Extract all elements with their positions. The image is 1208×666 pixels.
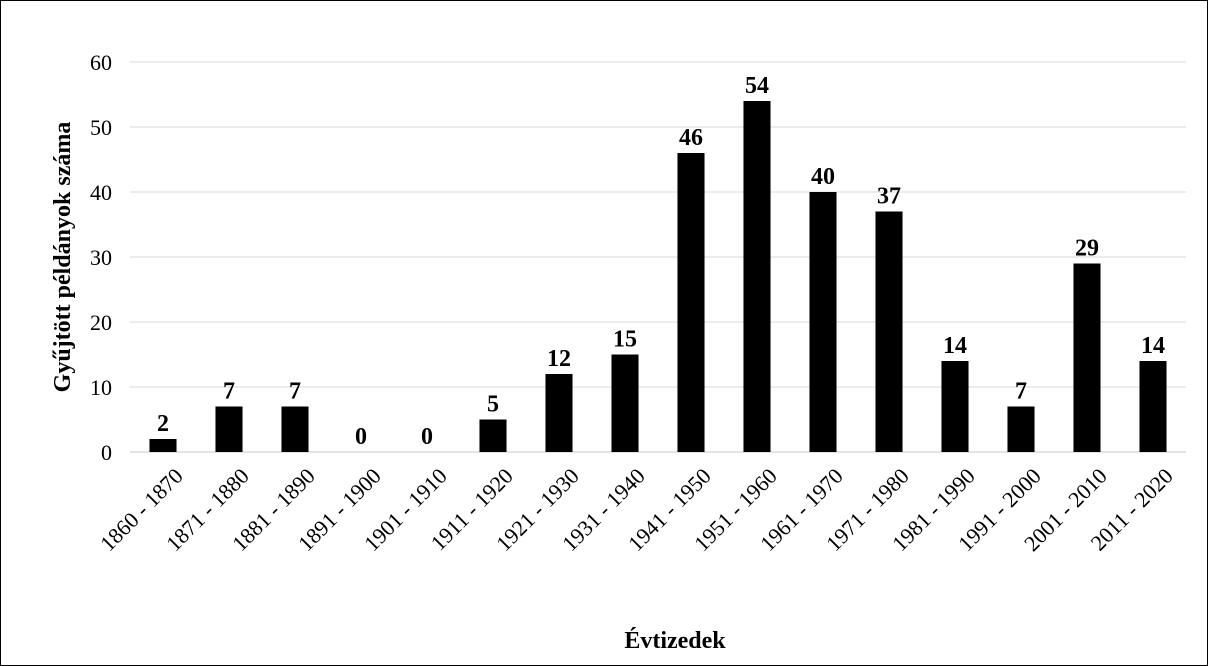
data-label: 2	[157, 411, 169, 437]
bar	[677, 153, 705, 452]
x-axis-title: Évtizedek	[624, 628, 726, 654]
data-label: 7	[289, 379, 301, 405]
y-tick-label: 40	[90, 180, 112, 205]
bar	[1139, 361, 1167, 452]
y-tick-label: 20	[90, 310, 112, 335]
data-label: 46	[679, 125, 703, 151]
bar	[1073, 263, 1101, 452]
data-label: 0	[421, 424, 433, 450]
bar	[941, 361, 969, 452]
y-tick-label: 10	[90, 375, 112, 400]
bar	[1007, 406, 1035, 452]
data-label: 29	[1075, 236, 1099, 262]
bar	[545, 374, 573, 452]
data-label: 14	[943, 333, 967, 359]
bar	[743, 101, 771, 452]
y-tick-label: 60	[90, 50, 112, 75]
data-label: 7	[1015, 379, 1027, 405]
data-label: 14	[1141, 333, 1165, 359]
y-tick-label: 50	[90, 115, 112, 140]
data-label: 12	[547, 346, 571, 372]
bar	[611, 354, 639, 452]
data-label: 0	[355, 424, 367, 450]
data-label: 7	[223, 379, 235, 405]
y-tick-label: 30	[90, 245, 112, 270]
data-label: 15	[613, 327, 637, 353]
data-labels: 2 7 7 0 0 5 12 15 46 54 40 37 14 7 29 14	[157, 73, 1165, 450]
data-label: 54	[745, 73, 769, 99]
y-axis-ticks: 0 10 20 30 40 50 60	[90, 50, 112, 465]
data-label: 5	[487, 392, 499, 418]
y-tick-label: 0	[101, 440, 112, 465]
bar	[281, 406, 309, 452]
y-axis-title: Gyűjtött példányok száma	[50, 122, 76, 393]
bar	[479, 419, 507, 452]
data-label: 40	[811, 164, 835, 190]
bar	[875, 211, 903, 452]
bar	[215, 406, 243, 452]
bars	[149, 101, 1167, 452]
data-label: 37	[877, 184, 901, 210]
bar	[149, 439, 177, 452]
bar	[809, 192, 837, 452]
